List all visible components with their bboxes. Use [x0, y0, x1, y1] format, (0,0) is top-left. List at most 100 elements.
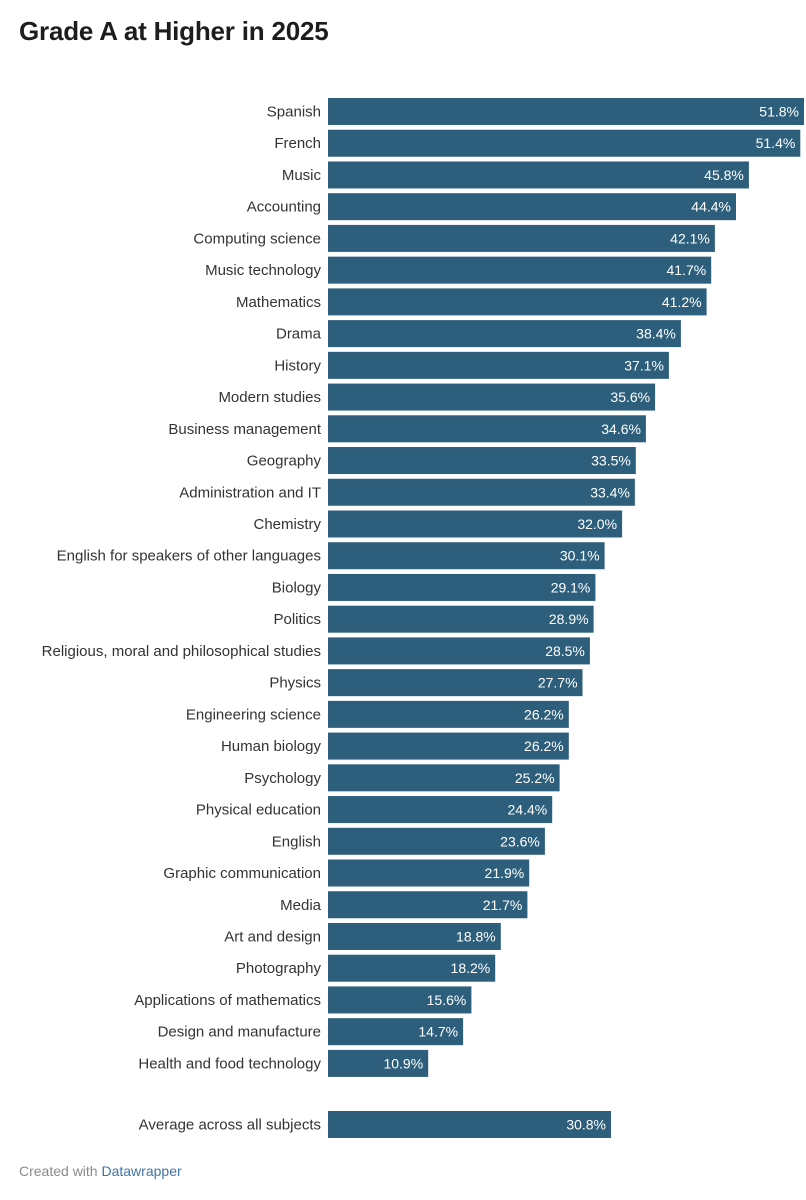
subject-bar	[328, 573, 596, 601]
subject-category-label: Politics	[273, 611, 321, 628]
subject-row: Photography 18.2%	[236, 954, 496, 982]
subject-category-label: History	[274, 357, 321, 374]
subject-value-label: 41.7%	[666, 262, 706, 278]
average-category-label: Average across all subjects	[139, 1117, 321, 1134]
subject-category-label: Spanish	[267, 104, 321, 121]
subject-category-label: Health and food technology	[138, 1055, 321, 1072]
subject-row: Human biology 26.2%	[221, 732, 569, 760]
subject-category-label: Accounting	[247, 199, 321, 216]
subject-value-label: 41.2%	[662, 294, 702, 310]
subject-category-label: Design and manufacture	[158, 1024, 321, 1041]
subject-value-label: 21.7%	[483, 897, 523, 913]
subject-category-label: Engineering science	[186, 706, 321, 723]
subject-value-label: 34.6%	[601, 421, 641, 437]
subject-value-label: 37.1%	[624, 357, 664, 373]
subject-value-label: 18.2%	[451, 960, 491, 976]
subject-category-label: Drama	[276, 326, 322, 343]
subject-value-label: 42.1%	[670, 230, 710, 246]
subject-bar	[328, 98, 804, 125]
subject-category-label: Administration and IT	[179, 484, 321, 501]
subject-value-label: 51.8%	[759, 104, 799, 120]
subject-row: Art and design 18.8%	[224, 922, 501, 950]
subject-row: Biology 29.1%	[272, 573, 596, 601]
subject-bar	[328, 764, 560, 792]
average-row: Average across all subjects 30.8%	[139, 1111, 611, 1138]
footer-prefix: Created with	[19, 1163, 98, 1179]
subject-bar	[328, 732, 569, 760]
subject-bar	[328, 351, 669, 379]
subject-row: English 23.6%	[272, 827, 545, 855]
average-value-label: 30.8%	[566, 1117, 606, 1133]
subject-category-label: Art and design	[224, 928, 321, 945]
subject-value-label: 26.2%	[524, 706, 564, 722]
subject-category-label: Computing science	[193, 230, 321, 247]
subject-row: Music technology 41.7%	[205, 256, 712, 284]
subject-bar	[328, 256, 712, 284]
subject-category-label: Religious, moral and philosophical studi…	[42, 643, 321, 660]
subject-value-label: 10.9%	[383, 1055, 423, 1071]
subject-category-label: Physics	[269, 675, 321, 692]
datawrapper-link[interactable]: Datawrapper	[101, 1163, 182, 1179]
subject-row: French 51.4%	[274, 129, 801, 157]
subject-row: English for speakers of other languages 3…	[57, 542, 605, 570]
subject-category-label: English	[272, 833, 321, 850]
subject-bar	[328, 796, 553, 824]
subject-row: Geography 33.5%	[247, 447, 636, 475]
subject-category-label: Media	[280, 897, 322, 914]
subject-value-label: 29.1%	[551, 579, 591, 595]
subject-value-label: 51.4%	[756, 135, 796, 151]
subject-value-label: 35.6%	[610, 389, 650, 405]
subject-value-label: 38.4%	[636, 326, 676, 342]
subject-row: Spanish 51.8%	[267, 98, 804, 125]
average-bar	[328, 1111, 611, 1138]
subject-value-label: 23.6%	[500, 833, 540, 849]
subject-value-label: 33.4%	[590, 484, 630, 500]
subject-bar	[328, 605, 594, 633]
subject-value-label: 32.0%	[577, 516, 617, 532]
subject-row: Graphic communication 21.9%	[163, 859, 530, 887]
subject-category-label: Geography	[247, 453, 322, 470]
subject-row: Physics 27.7%	[269, 669, 583, 697]
subject-bar	[328, 669, 583, 697]
subject-value-label: 14.7%	[418, 1024, 458, 1040]
subject-value-label: 30.1%	[560, 548, 600, 564]
subject-row: Computing science 42.1%	[193, 224, 715, 252]
subject-row: Modern studies 35.6%	[218, 383, 656, 411]
subject-row: Health and food technology 10.9%	[138, 1049, 429, 1077]
subject-bar	[328, 383, 656, 411]
subject-row: Drama 38.4%	[276, 320, 681, 348]
subject-bar	[328, 288, 707, 316]
subject-bar	[328, 986, 472, 1014]
subject-category-label: Human biology	[221, 738, 322, 755]
subject-category-label: Applications of mathematics	[134, 992, 321, 1009]
subject-category-label: Business management	[168, 421, 321, 438]
subject-category-label: Psychology	[244, 770, 321, 787]
subject-bar	[328, 320, 681, 348]
subject-bar	[328, 891, 528, 919]
subject-value-label: 33.5%	[591, 453, 631, 469]
subject-row: Mathematics 41.2%	[236, 288, 707, 316]
subject-bar	[328, 922, 501, 950]
subject-value-label: 45.8%	[704, 167, 744, 183]
subject-category-label: Modern studies	[218, 389, 321, 406]
subject-row: Music 45.8%	[282, 161, 749, 189]
subject-value-label: 28.5%	[545, 643, 585, 659]
subject-bar	[328, 161, 749, 189]
subject-value-label: 27.7%	[538, 675, 578, 691]
subject-category-label: Graphic communication	[163, 865, 321, 882]
subject-bar	[328, 827, 545, 855]
subject-category-label: French	[274, 135, 321, 152]
subject-bar	[328, 415, 646, 443]
subject-bar	[328, 859, 530, 887]
subject-bar	[328, 510, 623, 538]
subject-row: Physical education 24.4%	[196, 796, 553, 824]
subject-bar	[328, 1049, 429, 1077]
subject-category-label: Physical education	[196, 802, 321, 819]
subject-category-label: Photography	[236, 960, 322, 977]
subject-bar	[328, 478, 635, 506]
subject-bar	[328, 700, 569, 728]
subject-row: Politics 28.9%	[273, 605, 594, 633]
subject-value-label: 26.2%	[524, 738, 564, 754]
subject-row: Chemistry 32.0%	[253, 510, 623, 538]
